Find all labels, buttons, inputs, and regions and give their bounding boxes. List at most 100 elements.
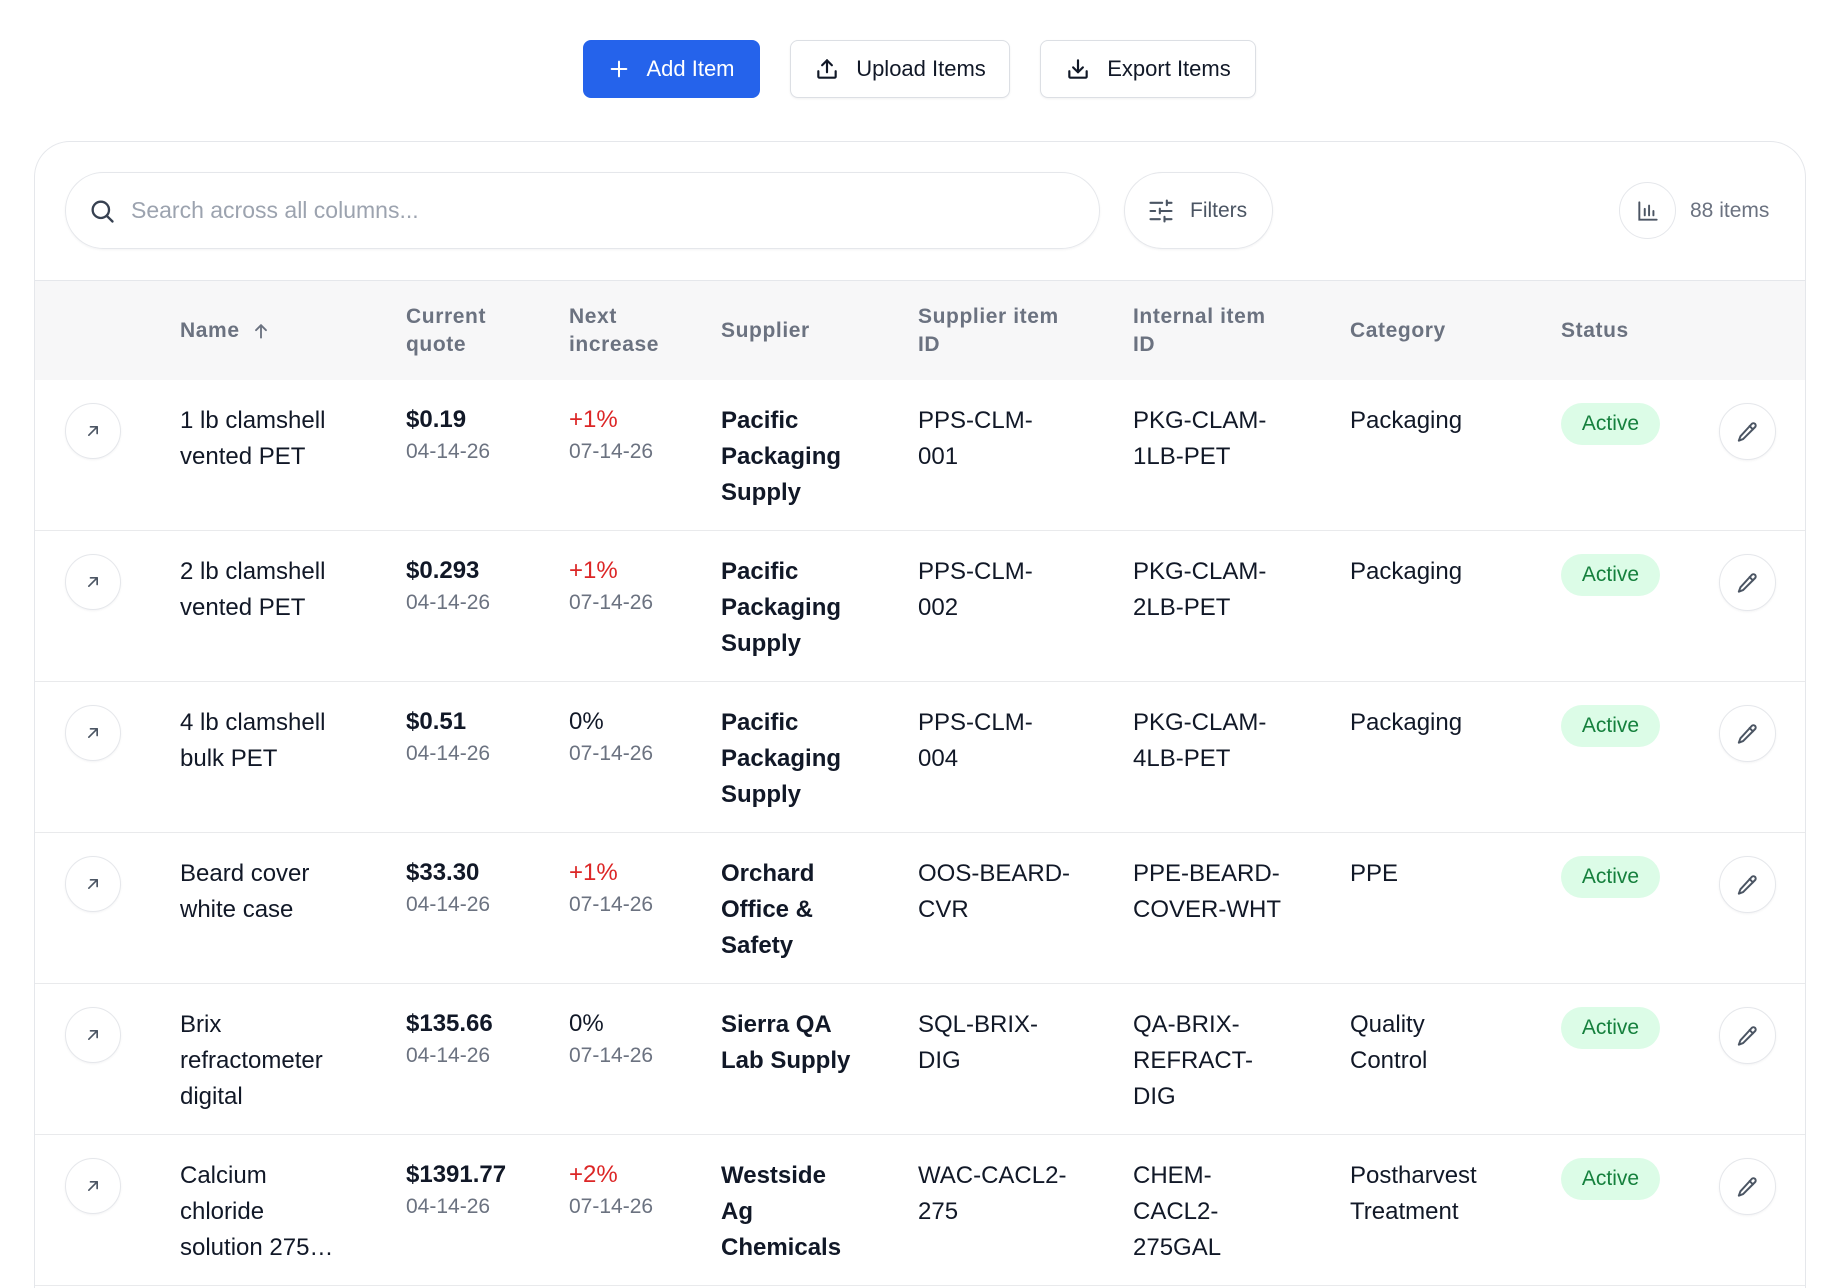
supplier-name: Orchard Office & Safety [721, 860, 815, 959]
column-header-supplier-item-id-label: Supplier item ID [918, 304, 1059, 356]
open-item-cell [35, 856, 180, 912]
pencil-icon [1735, 1174, 1761, 1200]
open-item-cell [35, 1007, 180, 1063]
arrow-up-right-icon [83, 572, 103, 592]
item-stats-button[interactable] [1619, 182, 1676, 239]
item-name: Beard cover white case [180, 860, 310, 923]
current-quote-cell: $33.30 04-14-26 [406, 856, 569, 920]
search-box[interactable] [65, 172, 1100, 249]
next-increase-date: 07-14-26 [569, 1195, 654, 1218]
table-row: 4 lb clamshell bulk PET $0.51 04-14-26 0… [35, 682, 1805, 833]
upload-items-button[interactable]: Upload Items [790, 40, 1010, 98]
upload-icon [814, 56, 840, 82]
status-badge: Active [1561, 705, 1660, 747]
open-item-button[interactable] [65, 1007, 121, 1063]
column-header-supplier[interactable]: Supplier [721, 317, 918, 345]
internal-item-id: CHEM-CACL2-275GAL [1133, 1162, 1222, 1261]
column-header-current-quote-label: Current quote [406, 304, 487, 356]
status-cell: Active [1561, 554, 1719, 596]
supplier-item-id: PPS-CLM-004 [918, 709, 1033, 772]
supplier-name: Pacific Packaging Supply [721, 558, 842, 657]
status-cell: Active [1561, 856, 1719, 898]
edit-item-button[interactable] [1719, 1007, 1776, 1064]
current-quote-price: $0.51 [406, 708, 467, 735]
current-quote-cell: $0.293 04-14-26 [406, 554, 569, 618]
current-quote-date: 04-14-26 [406, 440, 491, 463]
column-header-name-label: Name [180, 318, 240, 342]
add-item-label: Add Item [646, 56, 735, 81]
next-increase-percent: +1% [569, 859, 618, 886]
current-quote-price: $0.19 [406, 406, 467, 433]
current-quote-cell: $135.66 04-14-26 [406, 1007, 569, 1071]
category: PPE [1350, 860, 1399, 887]
column-header-next-increase[interactable]: Next increase [569, 303, 721, 359]
edit-item-button[interactable] [1719, 1158, 1776, 1215]
item-name: 4 lb clamshell bulk PET [180, 709, 326, 772]
arrow-up-right-icon [83, 723, 103, 743]
next-increase-percent: +1% [569, 557, 618, 584]
filters-label: Filters [1190, 198, 1248, 222]
filters-button[interactable]: Filters [1124, 172, 1273, 249]
plus-icon [608, 58, 630, 80]
search-icon [88, 197, 116, 225]
next-increase-cell: 0% 07-14-26 [569, 1007, 721, 1071]
item-name: Brix refractometer digital [180, 1011, 323, 1110]
table-header: Name Current quote Next increase Supplie… [35, 280, 1805, 380]
pencil-icon [1735, 419, 1761, 445]
open-item-cell [35, 1158, 180, 1214]
table-row: Brix refractometer digital $135.66 04-14… [35, 984, 1805, 1135]
edit-item-cell [1719, 403, 1805, 460]
arrow-up-right-icon [83, 421, 103, 441]
open-item-button[interactable] [65, 1158, 121, 1214]
current-quote-date: 04-14-26 [406, 893, 491, 916]
column-header-current-quote[interactable]: Current quote [406, 303, 569, 359]
edit-item-cell [1719, 856, 1805, 913]
current-quote-date: 04-14-26 [406, 1195, 491, 1218]
supplier-name: Sierra QA Lab Supply [721, 1011, 851, 1074]
pencil-icon [1735, 872, 1761, 898]
current-quote-price: $0.293 [406, 557, 480, 584]
open-item-button[interactable] [65, 705, 121, 761]
column-header-status-label: Status [1561, 318, 1629, 342]
next-increase-percent: 0% [569, 708, 604, 735]
column-header-category[interactable]: Category [1350, 317, 1561, 345]
open-item-button[interactable] [65, 554, 121, 610]
edit-item-button[interactable] [1719, 856, 1776, 913]
category: Quality Control [1350, 1011, 1428, 1074]
edit-item-button[interactable] [1719, 554, 1776, 611]
table-row: Beard cover white case $33.30 04-14-26 +… [35, 833, 1805, 984]
supplier-item-id: OOS-BEARD-CVR [918, 860, 1071, 923]
edit-item-button[interactable] [1719, 705, 1776, 762]
column-header-supplier-item-id[interactable]: Supplier item ID [918, 303, 1133, 359]
search-input[interactable] [131, 173, 1099, 248]
export-items-button[interactable]: Export Items [1040, 40, 1256, 98]
add-item-button[interactable]: Add Item [583, 40, 760, 98]
current-quote-cell: $1391.77 04-14-26 [406, 1158, 569, 1222]
arrow-up-right-icon [83, 1025, 103, 1045]
next-increase-percent: 0% [569, 1010, 604, 1037]
open-item-button[interactable] [65, 403, 121, 459]
column-header-name[interactable]: Name [180, 317, 406, 345]
open-item-button[interactable] [65, 856, 121, 912]
arrow-up-right-icon [83, 874, 103, 894]
edit-item-cell [1719, 1158, 1805, 1215]
next-increase-date: 07-14-26 [569, 591, 654, 614]
current-quote-cell: $0.51 04-14-26 [406, 705, 569, 769]
next-increase-date: 07-14-26 [569, 893, 654, 916]
column-header-internal-item-id-label: Internal item ID [1133, 304, 1266, 356]
item-name: 1 lb clamshell vented PET [180, 407, 326, 470]
column-header-internal-item-id[interactable]: Internal item ID [1133, 303, 1350, 359]
column-header-status[interactable]: Status [1561, 317, 1719, 345]
next-increase-cell: +2% 07-14-26 [569, 1158, 721, 1222]
supplier-item-id: WAC-CACL2-275 [918, 1162, 1067, 1225]
open-item-cell [35, 554, 180, 610]
supplier-name: Pacific Packaging Supply [721, 709, 842, 808]
table-row: 2 lb clamshell vented PET $0.293 04-14-2… [35, 531, 1805, 682]
status-badge: Active [1561, 856, 1660, 898]
download-icon [1065, 56, 1091, 82]
status-cell: Active [1561, 705, 1719, 747]
supplier-item-id: PPS-CLM-002 [918, 558, 1033, 621]
edit-item-button[interactable] [1719, 403, 1776, 460]
internal-item-id: PKG-CLAM-4LB-PET [1133, 709, 1267, 772]
